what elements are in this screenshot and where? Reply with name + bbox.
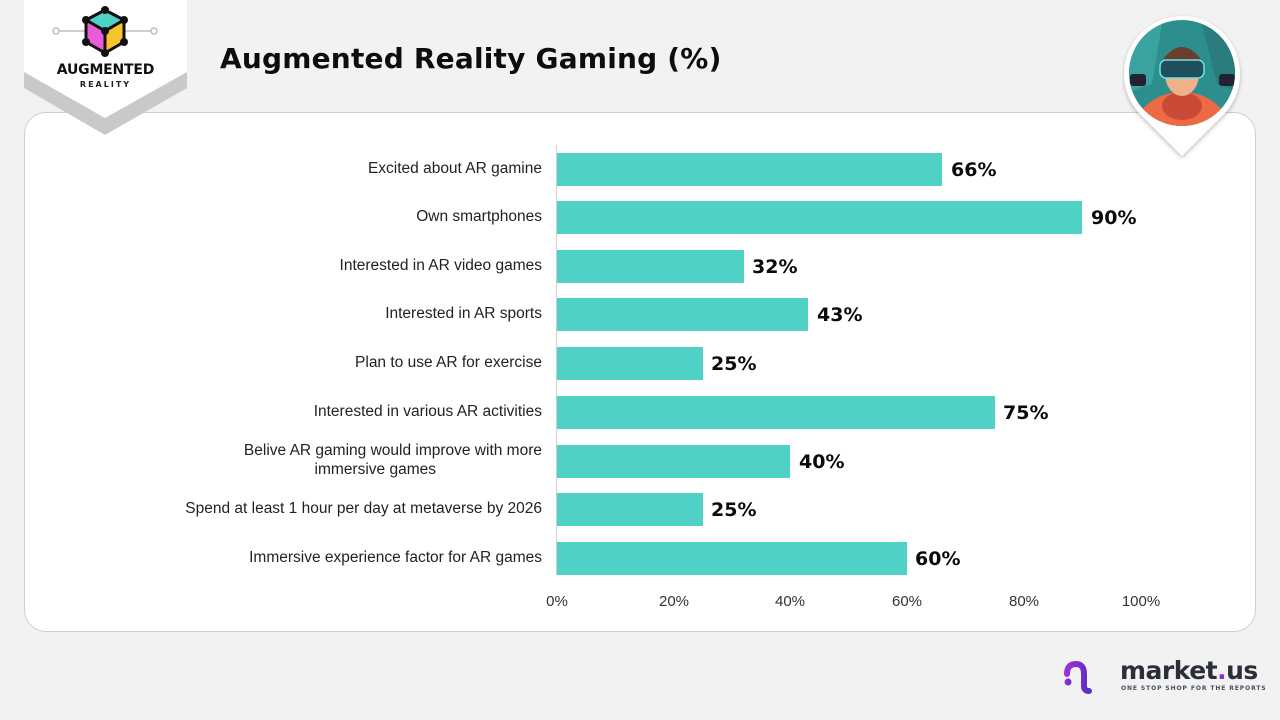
value-label: 75%: [1003, 402, 1049, 424]
brand-tld: us: [1226, 656, 1258, 685]
bar: [557, 298, 808, 331]
x-tick-label: 0%: [546, 593, 568, 610]
x-tick-label: 20%: [658, 593, 690, 610]
category-label: Immersive experience factor for AR games: [249, 549, 542, 566]
bar-row: Plan to use AR for exercise 25%: [0, 347, 1280, 380]
badge-shape: [24, 0, 187, 135]
value-label: 66%: [951, 159, 997, 181]
brand-tagline: ONE STOP SHOP FOR THE REPORTS: [1121, 685, 1267, 692]
x-tick-label: 100%: [1121, 593, 1161, 610]
bar-row: Interested in AR sports 43%: [0, 298, 1280, 331]
bar-row: Belive AR gaming would improve with more…: [0, 442, 1280, 478]
bar-row: Excited about AR gamine 66%: [0, 153, 1280, 186]
bar: [557, 493, 703, 526]
bar-row: Spend at least 1 hour per day at metaver…: [0, 493, 1280, 526]
category-label: Spend at least 1 hour per day at metaver…: [185, 500, 542, 517]
bar: [557, 542, 907, 575]
badge-title: AUGMENTED: [56, 62, 155, 78]
page-title: Augmented Reality Gaming (%): [220, 42, 722, 75]
category-label: Interested in AR video games: [339, 257, 542, 274]
vr-gamer-illustration: [1124, 16, 1240, 156]
x-tick-label: 80%: [1008, 593, 1040, 610]
category-label: Interested in AR sports: [385, 305, 542, 322]
value-label: 40%: [799, 451, 845, 473]
market-us-logo: market.us ONE STOP SHOP FOR THE REPORTS: [1062, 656, 1266, 698]
category-label: Belive AR gaming would improve with more…: [102, 441, 542, 479]
value-label: 25%: [711, 499, 757, 521]
badge-subtitle: REALITY: [79, 80, 132, 89]
avatar-pin: [1122, 14, 1244, 160]
bar: [557, 445, 790, 478]
brand-dot: .: [1217, 656, 1227, 685]
value-label: 32%: [752, 256, 798, 278]
cube-network-icon: [82, 6, 128, 57]
x-tick-label: 40%: [774, 593, 806, 610]
augmented-reality-badge: AUGMENTED REALITY: [24, 0, 187, 135]
bar-row: Immersive experience factor for AR games…: [0, 542, 1280, 575]
category-label-line1: Belive AR gaming would improve with more: [243, 442, 542, 459]
category-label: Plan to use AR for exercise: [355, 354, 542, 371]
brand-name: market.us: [1120, 656, 1258, 685]
y-axis-line: [556, 145, 557, 575]
bar-row: Own smartphones 90%: [0, 201, 1280, 234]
bar: [557, 396, 995, 429]
bar: [557, 250, 744, 283]
bar-row: Interested in AR video games 32%: [0, 250, 1280, 283]
value-label: 60%: [915, 548, 961, 570]
bar: [557, 153, 942, 186]
category-label: Own smartphones: [416, 208, 542, 225]
category-label-line2: immersive games: [314, 461, 436, 478]
category-label: Interested in various AR activities: [313, 403, 542, 420]
x-tick-label: 60%: [891, 593, 923, 610]
brand-main: market: [1120, 656, 1218, 685]
value-label: 90%: [1091, 207, 1137, 229]
category-label: Excited about AR gamine: [367, 160, 542, 177]
bar: [557, 347, 703, 380]
bar-row: Interested in various AR activities 75%: [0, 396, 1280, 429]
bar: [557, 201, 1082, 234]
market-us-mark-icon: [1064, 660, 1109, 694]
value-label: 25%: [711, 353, 757, 375]
value-label: 43%: [817, 304, 863, 326]
